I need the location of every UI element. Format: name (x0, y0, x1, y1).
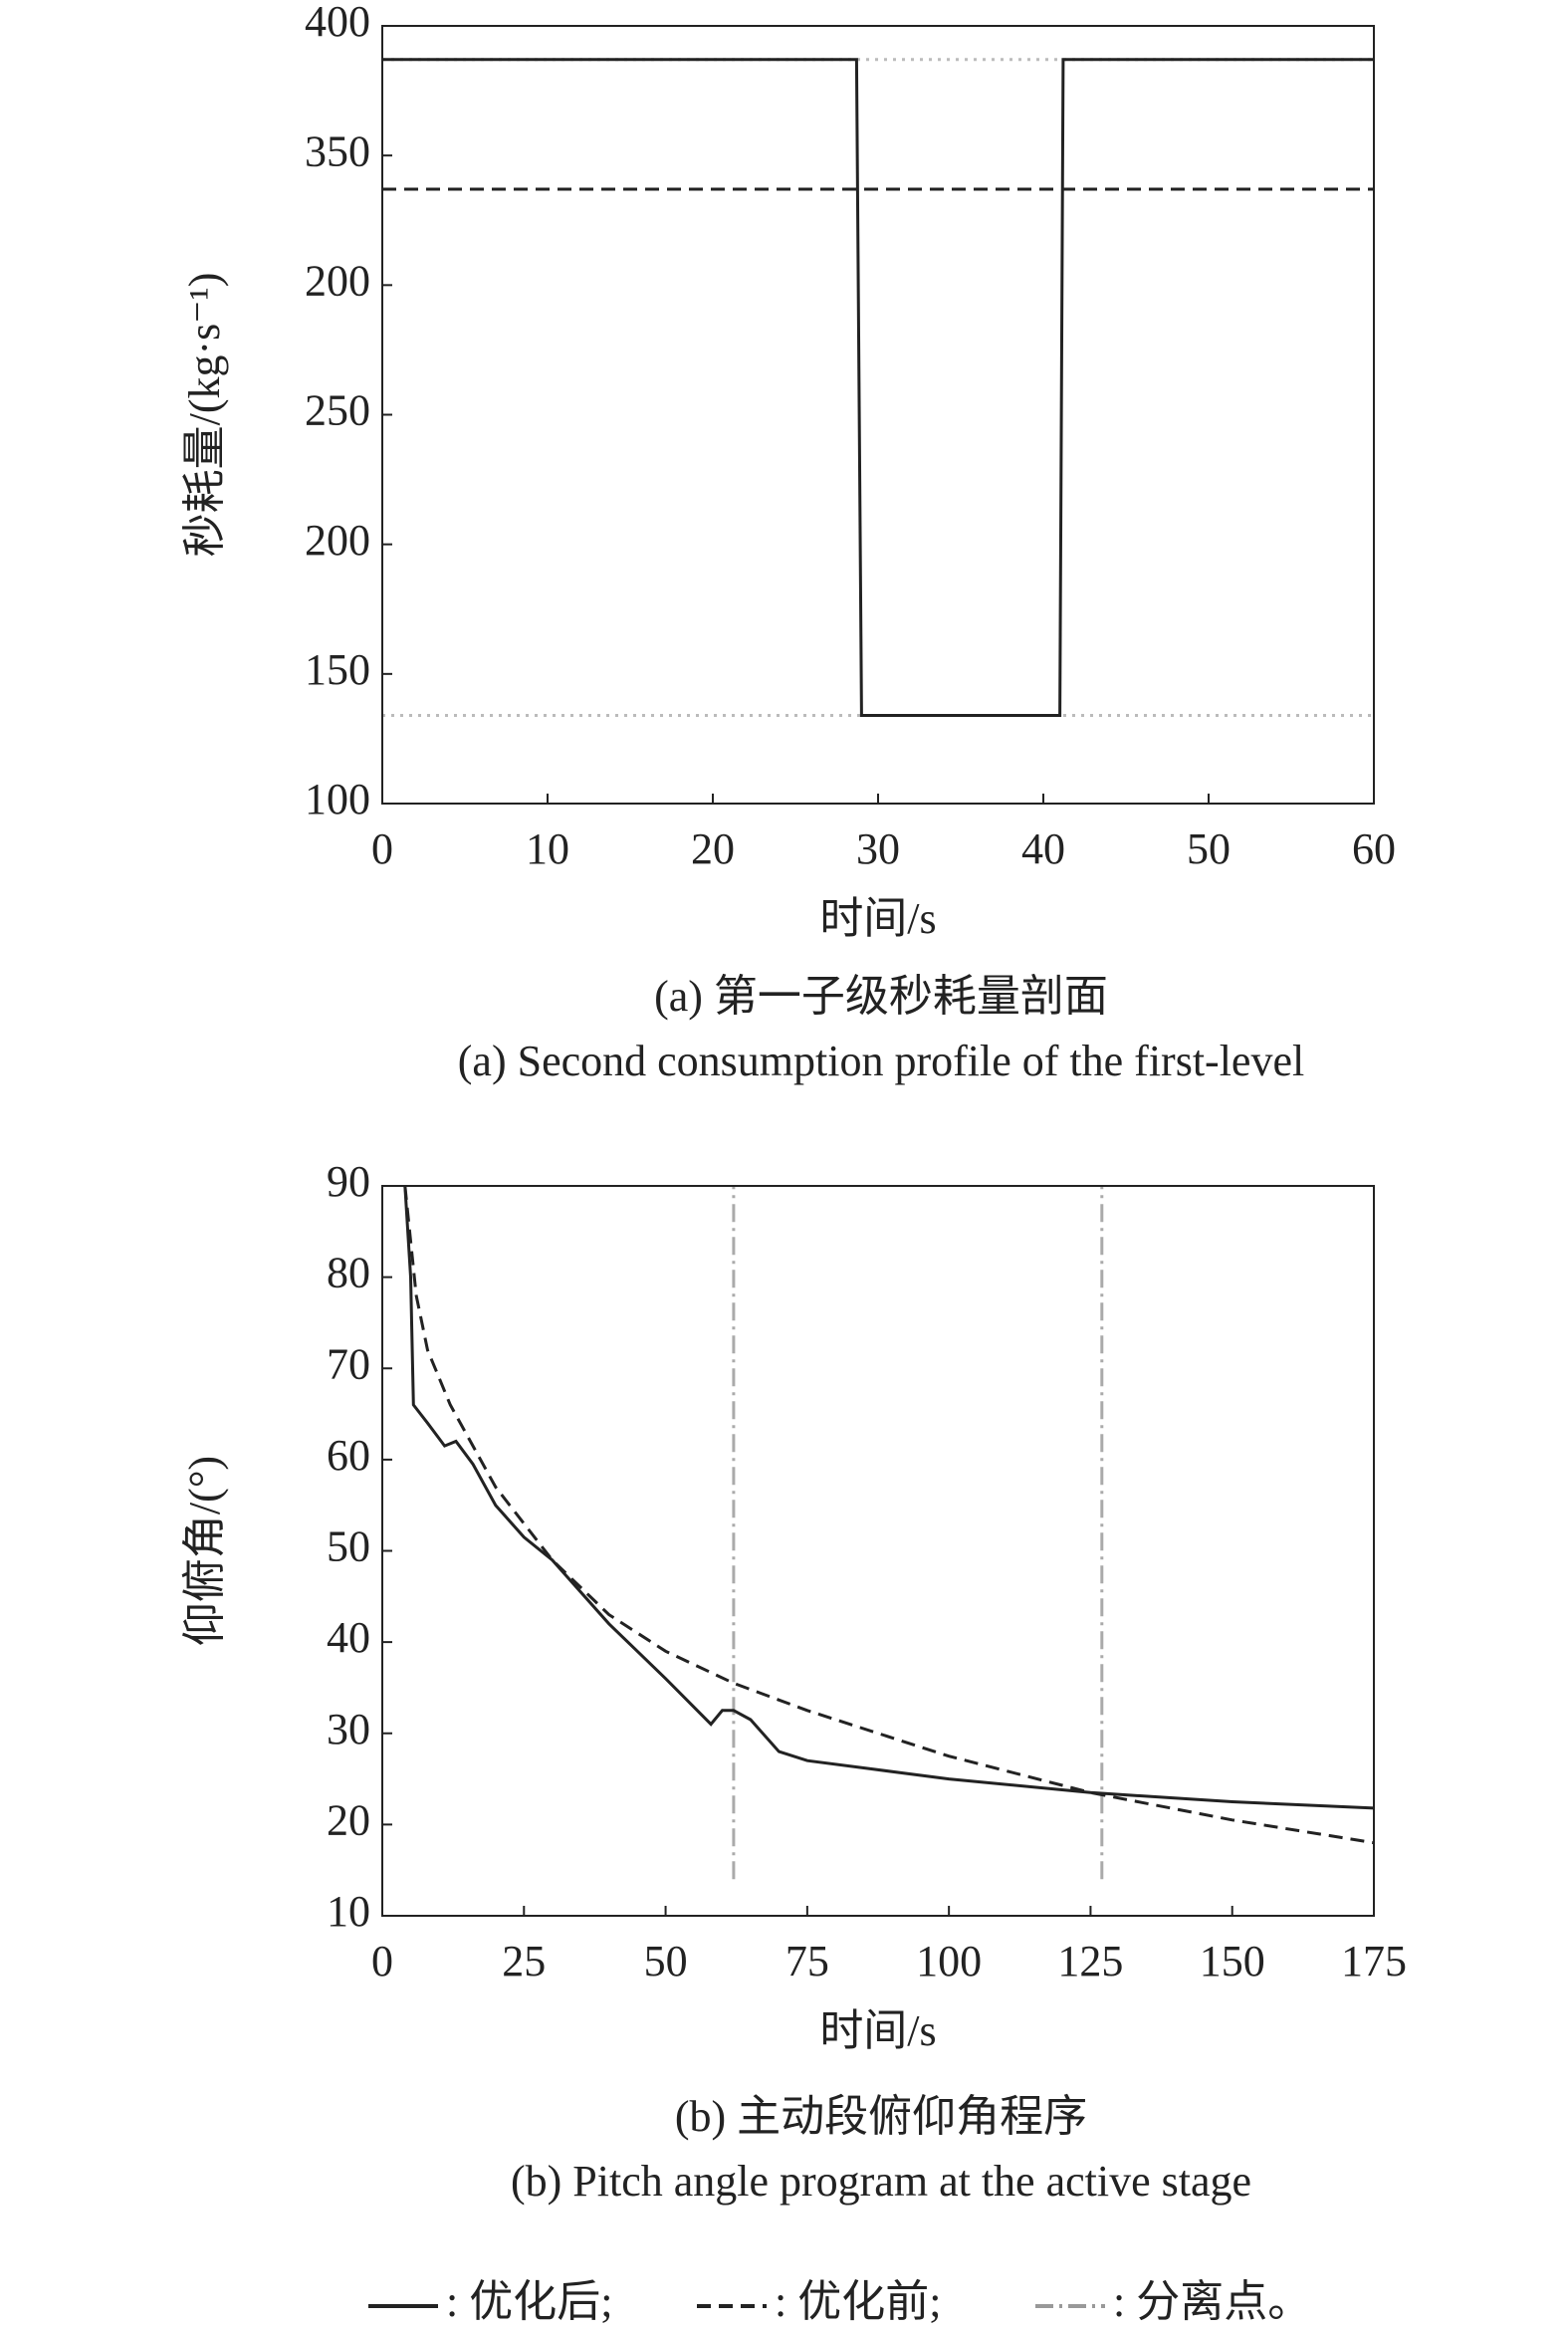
x-tick-label: 25 (502, 1937, 546, 1985)
y-tick-label: 80 (327, 1249, 370, 1297)
caption-en: (b) Pitch angle program at the active st… (511, 2157, 1251, 2206)
caption-cn: (a) 第一子级秒耗量剖面 (654, 972, 1108, 1021)
x-tick-label: 100 (916, 1937, 982, 1985)
legend-label: : 优化后; (446, 2277, 612, 2326)
plot-frame (381, 1185, 1375, 1917)
x-tick-label: 150 (1200, 1937, 1265, 1985)
x-tick-label: 0 (371, 1937, 393, 1985)
x-tick-label: 75 (785, 1937, 829, 1985)
series-line (382, 58, 1374, 717)
legend-label: : 优化前; (775, 2277, 941, 2326)
caption-en: (a) Second consumption profile of the fi… (458, 1037, 1304, 1085)
series-line (403, 1185, 1375, 1810)
plot-frame (381, 25, 1375, 805)
series-line (732, 1186, 1104, 1880)
x-tick-label: 10 (526, 824, 569, 873)
y-tick-label: 350 (305, 126, 370, 175)
y-axis-label: 仰俯角/(°) (180, 1456, 229, 1646)
x-tick-label: 125 (1057, 1937, 1123, 1985)
x-tick-label: 50 (644, 1937, 688, 1985)
y-tick-label: 50 (327, 1522, 370, 1571)
x-tick-label: 60 (1352, 824, 1396, 873)
legend-label: : 分离点。 (1113, 2277, 1311, 2326)
x-tick-label: 20 (691, 824, 735, 873)
x-tick-label: 40 (1021, 824, 1065, 873)
y-tick-label: 70 (327, 1339, 370, 1388)
y-tick-label: 100 (305, 775, 370, 823)
x-axis-label: 时间/s (819, 2006, 936, 2055)
y-tick-label: 250 (305, 386, 370, 435)
y-axis-label: 秒耗量/(kg·s⁻¹) (180, 273, 229, 558)
caption-cn: (b) 主动段俯仰角程序 (675, 2092, 1087, 2141)
y-tick-label: 40 (327, 1613, 370, 1662)
y-tick-label: 200 (305, 516, 370, 565)
y-tick-label: 30 (327, 1705, 370, 1753)
y-tick-label: 400 (305, 0, 370, 46)
x-tick-label: 30 (856, 824, 900, 873)
series-line (403, 1185, 1375, 1845)
y-tick-label: 150 (305, 645, 370, 694)
y-tick-label: 90 (327, 1157, 370, 1206)
y-tick-label: 20 (327, 1795, 370, 1844)
y-tick-label: 10 (327, 1887, 370, 1936)
x-tick-label: 175 (1341, 1937, 1407, 1985)
x-tick-label: 0 (371, 824, 393, 873)
y-tick-label: 60 (327, 1431, 370, 1480)
x-tick-label: 50 (1187, 824, 1231, 873)
y-tick-label: 200 (305, 256, 370, 305)
x-axis-label: 时间/s (819, 894, 936, 943)
